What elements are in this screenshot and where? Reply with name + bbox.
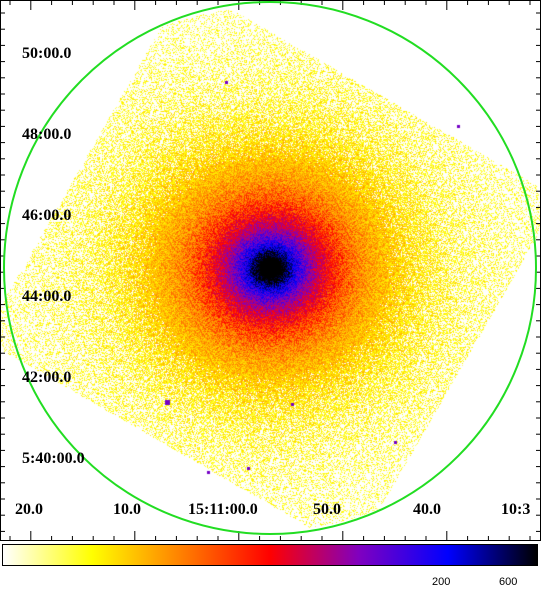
coordinate-overlay	[0, 0, 541, 541]
ra-label-40: 40.0	[413, 501, 441, 518]
colorbar-tick-200: 200	[432, 576, 451, 588]
ra-label-15-11-00: 15:11:00.0	[188, 501, 258, 518]
dec-label-50: 50:00.0	[22, 45, 72, 62]
dec-label-46: 46:00.0	[22, 207, 72, 224]
ra-label-50: 50.0	[313, 501, 341, 518]
axis-ticks	[0, 0, 541, 541]
ra-label-10: 10.0	[113, 501, 141, 518]
colorbar-tick-600: 600	[499, 576, 518, 588]
ra-label-20: 20.0	[15, 501, 43, 518]
ra-label-10-3: 10:3	[501, 501, 531, 518]
image-panel[interactable]: 50:00.0 48:00.0 46:00.0 44:00.0 42:00.0 …	[0, 0, 541, 541]
colorbar[interactable]	[2, 544, 538, 566]
dec-label-48: 48:00.0	[22, 126, 72, 143]
dec-label-42: 42:00.0	[22, 369, 72, 386]
dec-label-40: 5:40:00.0	[22, 450, 85, 467]
dec-label-44: 44:00.0	[22, 288, 72, 305]
region-circle[interactable]	[3, 1, 537, 535]
xray-image[interactable]	[0, 0, 541, 541]
